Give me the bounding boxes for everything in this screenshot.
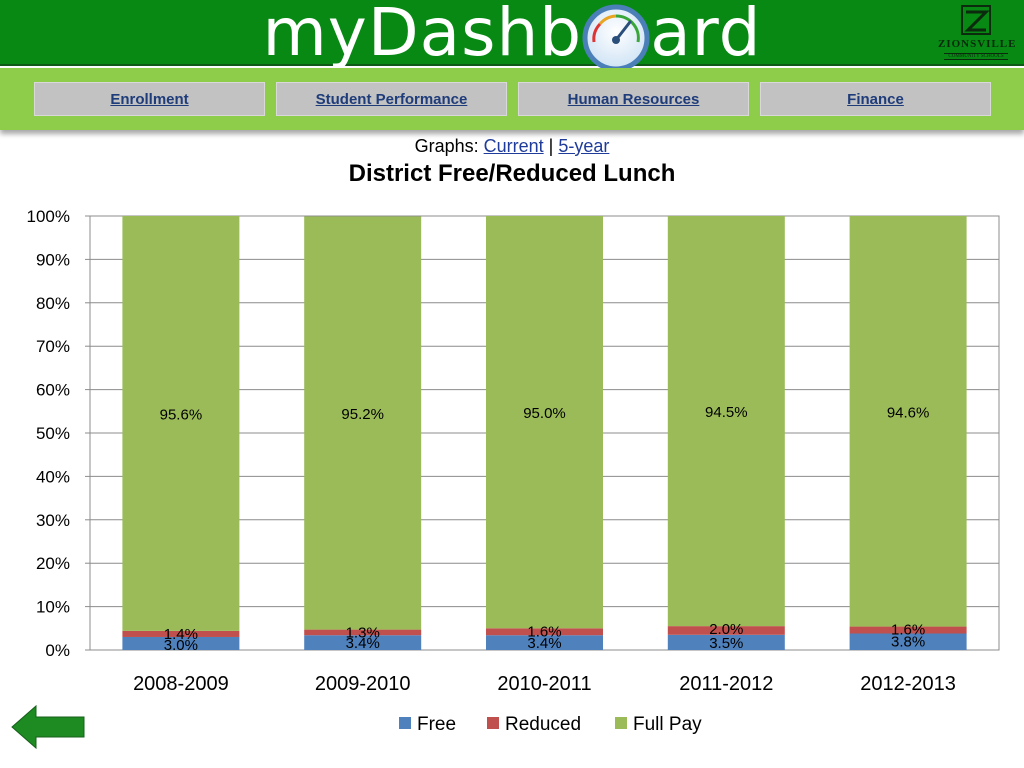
- data-label: 1.4%: [164, 626, 198, 643]
- y-tick-label: 50%: [36, 424, 70, 443]
- y-tick-label: 20%: [36, 554, 70, 573]
- bar-reduced: [122, 630, 240, 637]
- app-header: myDashb ard ZIONSVILLE COMMUNITY SCHOOLS: [0, 0, 1024, 72]
- data-label: 2.0%: [709, 621, 743, 638]
- data-label: 3.8%: [891, 634, 925, 651]
- y-tick-label: 40%: [36, 467, 70, 486]
- brand-text-left: myDashb: [262, 0, 583, 71]
- bar-full-pay: [486, 216, 603, 629]
- data-label: 1.6%: [527, 623, 561, 640]
- bar-full-pay: [122, 216, 240, 631]
- y-tick-label: 90%: [36, 250, 70, 269]
- school-crest-icon: [961, 5, 991, 35]
- graphs-separator: |: [548, 136, 554, 156]
- data-label: 95.0%: [523, 405, 566, 422]
- y-tick-label: 30%: [36, 511, 70, 530]
- bar-free: [122, 636, 240, 650]
- y-tick-label: 70%: [36, 337, 70, 356]
- bar-free: [304, 635, 422, 650]
- bar-free: [486, 635, 603, 650]
- bar-reduced: [486, 628, 603, 636]
- data-label: 3.4%: [527, 635, 561, 652]
- legend-label: Free: [417, 714, 456, 735]
- x-category-label: 2008-2009: [133, 673, 229, 695]
- x-category-label: 2011-2012: [679, 673, 773, 695]
- back-arrow-icon[interactable]: [10, 704, 86, 750]
- y-tick-label: 100%: [27, 207, 70, 226]
- graph-selector: Graphs: Current | 5-year: [0, 136, 1024, 157]
- bar-free: [849, 633, 967, 650]
- bar-reduced: [849, 626, 967, 634]
- legend-label: Reduced: [505, 714, 581, 735]
- data-label: 94.5%: [705, 404, 748, 421]
- x-category-label: 2010-2011: [497, 673, 591, 695]
- legend-swatch-reduced: [487, 717, 499, 729]
- legend-label: Full Pay: [633, 714, 702, 735]
- bar-reduced: [304, 629, 422, 636]
- nav-human-resources[interactable]: Human Resources: [518, 82, 749, 116]
- data-label: 3.4%: [346, 635, 380, 652]
- nav-enrollment[interactable]: Enrollment: [34, 82, 265, 116]
- current-graph-link[interactable]: Current: [483, 136, 544, 156]
- chart-title: District Free/Reduced Lunch: [348, 160, 676, 187]
- graphs-prefix: Graphs:: [414, 136, 479, 156]
- nav-bar: Enrollment Student Performance Human Res…: [0, 68, 1024, 130]
- bar-full-pay: [304, 216, 422, 630]
- y-tick-label: 10%: [36, 598, 70, 617]
- x-category-label: 2012-2013: [860, 673, 956, 695]
- y-tick-label: 80%: [36, 294, 70, 313]
- data-label: 94.6%: [887, 404, 930, 421]
- data-label: 1.3%: [346, 625, 380, 642]
- legend-swatch-full-pay: [615, 717, 627, 729]
- bar-full-pay: [667, 216, 785, 627]
- bar-full-pay: [849, 216, 967, 627]
- nav-finance[interactable]: Finance: [760, 82, 991, 116]
- zionsville-logo: ZIONSVILLE COMMUNITY SCHOOLS: [938, 4, 1017, 62]
- data-label: 3.0%: [164, 637, 198, 654]
- data-label: 3.5%: [709, 635, 743, 652]
- data-label: 95.2%: [341, 406, 384, 423]
- logo-subtitle: COMMUNITY SCHOOLS: [944, 53, 1008, 60]
- nav-student-performance[interactable]: Student Performance: [276, 82, 507, 116]
- brand-logo: myDashb ard: [0, 0, 1024, 72]
- data-label: 1.6%: [891, 622, 925, 639]
- bar-reduced: [667, 626, 785, 635]
- brand-text-right: ard: [650, 0, 762, 71]
- x-category-label: 2009-2010: [315, 673, 411, 695]
- speedometer-icon: [582, 4, 650, 72]
- bar-free: [667, 634, 785, 650]
- legend-swatch-free: [399, 717, 411, 729]
- five-year-graph-link[interactable]: 5-year: [558, 136, 610, 156]
- y-tick-label: 0%: [45, 641, 70, 660]
- y-tick-label: 60%: [36, 381, 70, 400]
- logo-name: ZIONSVILLE: [938, 38, 1017, 50]
- data-label: 95.6%: [160, 406, 203, 423]
